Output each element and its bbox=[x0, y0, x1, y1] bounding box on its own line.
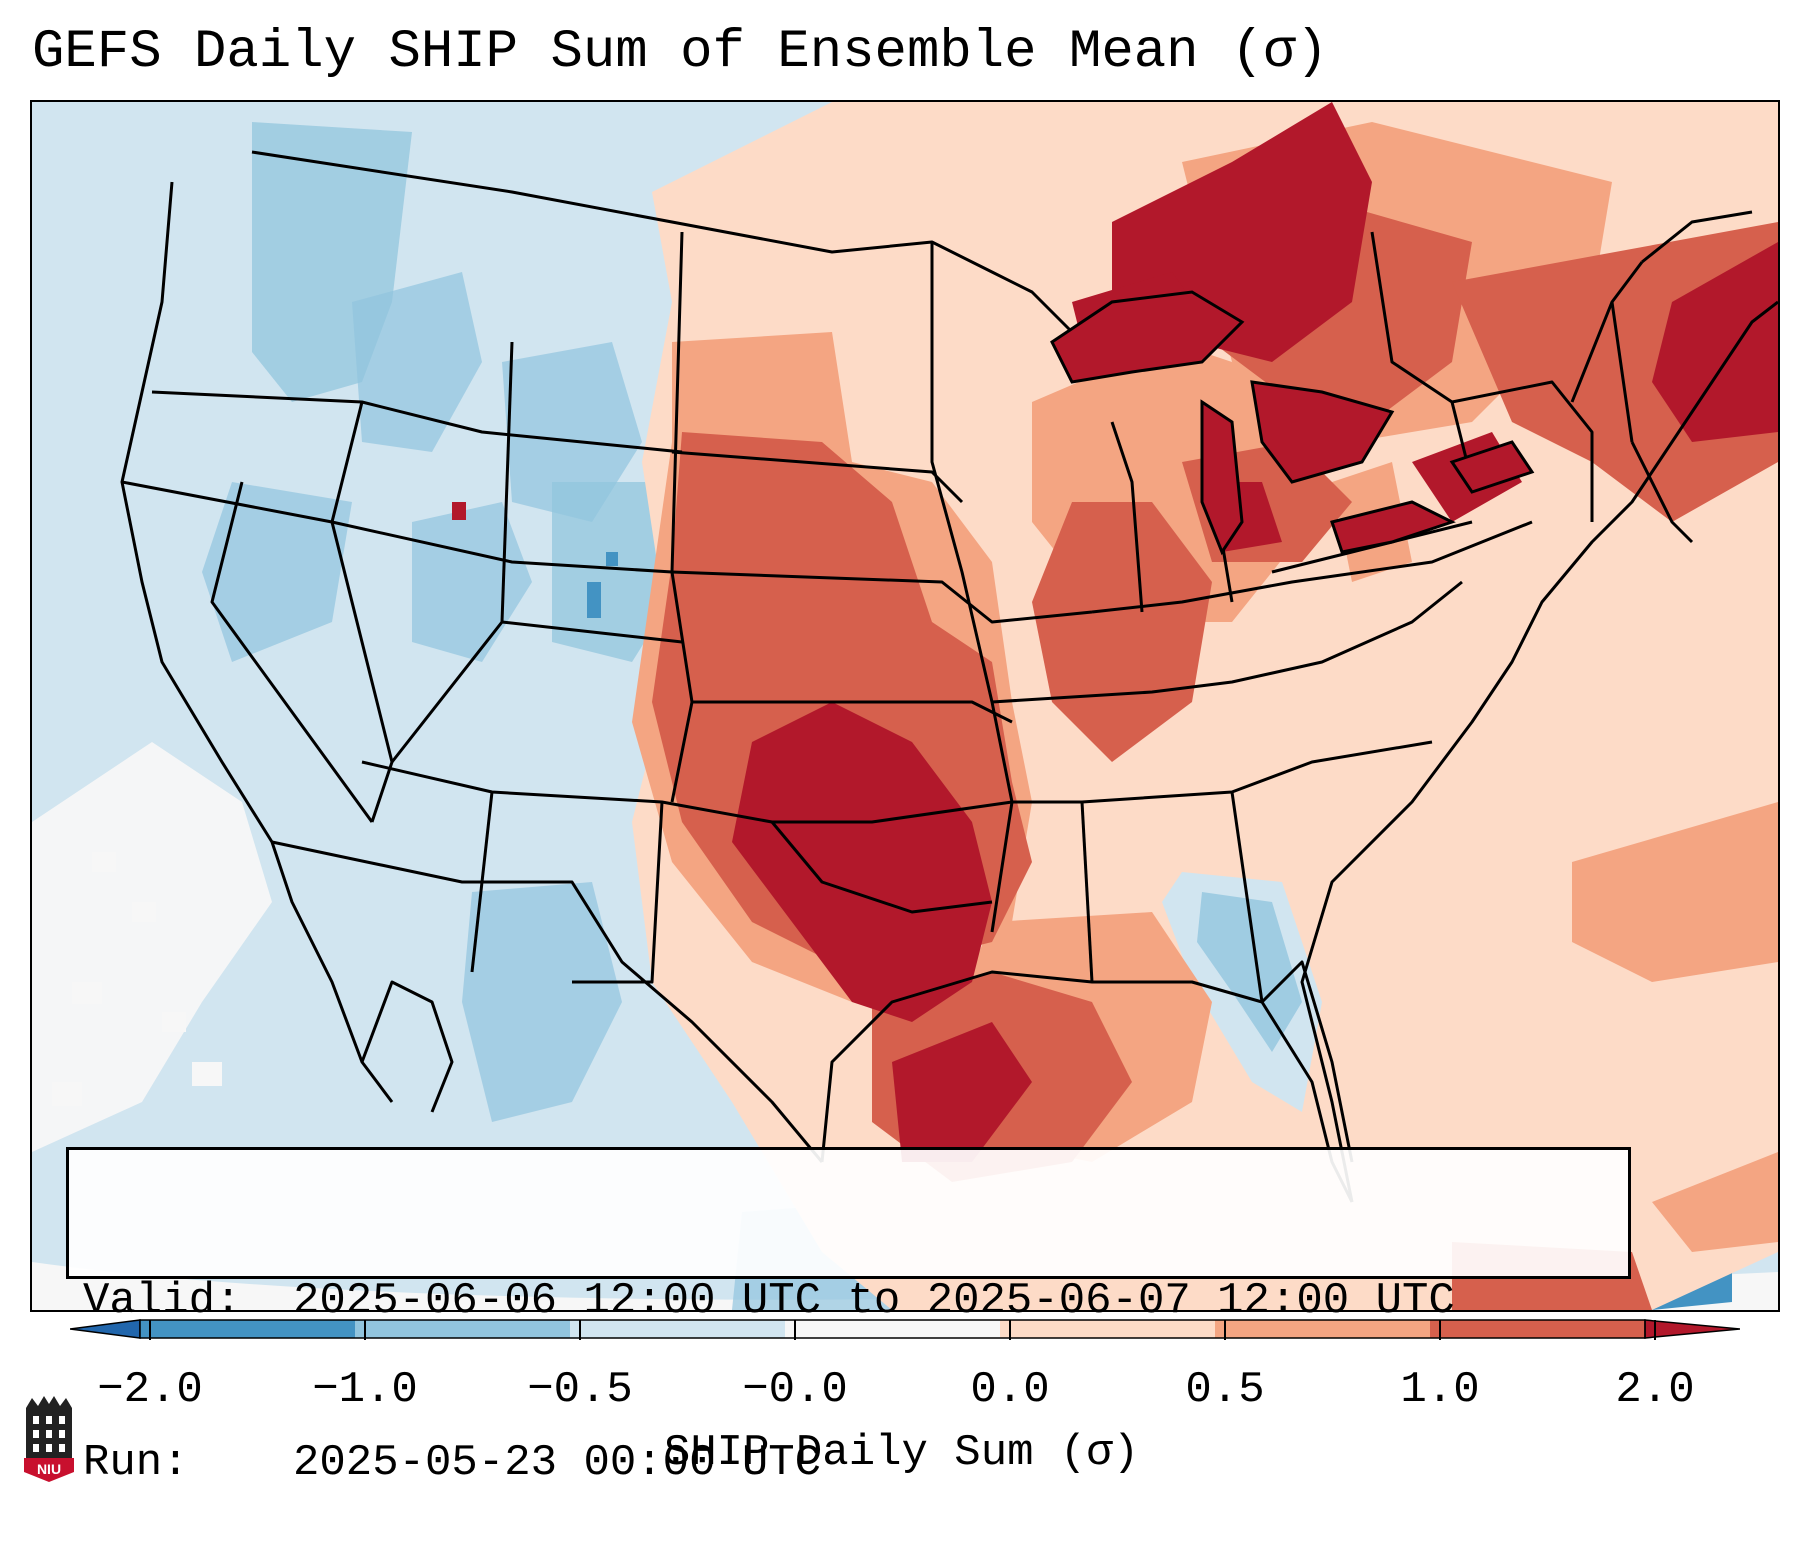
ship-anomaly-map bbox=[32, 102, 1778, 1310]
colorbar-tick: 2.0 bbox=[1615, 1365, 1695, 1415]
run-value: 2025-05-23 00:00 UTC bbox=[293, 1438, 822, 1488]
map-panel[interactable] bbox=[30, 100, 1780, 1312]
colorbar-tick: −0.5 bbox=[527, 1365, 633, 1415]
colorbar-extend-low bbox=[70, 1319, 141, 1339]
colorbar-tick: −1.0 bbox=[312, 1365, 418, 1415]
niu-logo-text: NIU bbox=[37, 1461, 61, 1477]
colorbar-segment-3 bbox=[570, 1320, 785, 1338]
colorbar-segment-5 bbox=[1000, 1320, 1215, 1338]
valid-value: 2025-06-06 12:00 UTC to 2025-06-07 12:00… bbox=[293, 1276, 1455, 1326]
colorbar-extend-high bbox=[1644, 1319, 1740, 1339]
niu-logo-icon: NIU bbox=[24, 1396, 74, 1482]
valid-run-info-box: Valid: 2025-06-06 12:00 UTC to 2025-06-07… bbox=[66, 1147, 1631, 1488]
colorbar-segment-1 bbox=[140, 1320, 355, 1338]
colorbar-tick: 0.5 bbox=[1185, 1365, 1265, 1415]
colorbar-tick: −2.0 bbox=[97, 1365, 203, 1415]
run-label: Run: bbox=[83, 1438, 189, 1488]
colorbar-segment-7 bbox=[1430, 1320, 1645, 1338]
colorbar-tick-labels: −2.0 −1.0 −0.5 −0.0 0.0 0.5 1.0 2.0 bbox=[0, 1365, 1803, 1421]
valid-label: Valid: bbox=[83, 1276, 242, 1326]
colorbar-tick: 0.0 bbox=[970, 1365, 1050, 1415]
colorbar-label: SHIP Daily Sum (σ) bbox=[663, 1428, 1140, 1478]
colorbar-tick: 1.0 bbox=[1400, 1365, 1480, 1415]
map-title: GEFS Daily SHIP Sum of Ensemble Mean (σ) bbox=[32, 22, 1329, 83]
colorbar-tick: −0.0 bbox=[742, 1365, 848, 1415]
colorbar-segment-2 bbox=[355, 1320, 570, 1338]
colorbar bbox=[70, 1319, 1740, 1340]
colorbar-segment-6 bbox=[1215, 1320, 1430, 1338]
colorbar-segment-4 bbox=[785, 1320, 1000, 1338]
